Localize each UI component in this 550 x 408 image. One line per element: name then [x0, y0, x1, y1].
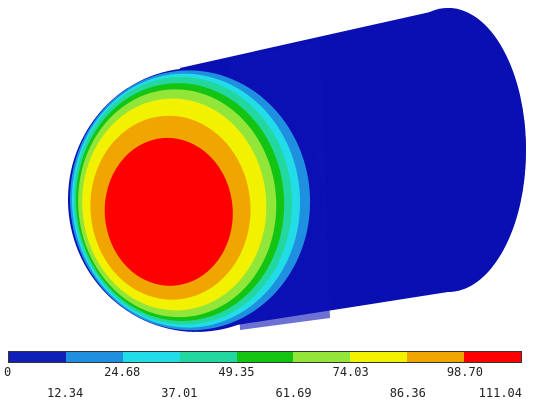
legend-band-6	[293, 352, 351, 362]
front-face-contours	[67, 67, 325, 332]
legend-band-3	[122, 352, 180, 362]
legend-tick-label: 86.36	[389, 386, 426, 400]
legend-colorbar	[8, 351, 522, 363]
legend-tick-label: 24.68	[104, 365, 141, 379]
legend-band-4	[179, 352, 237, 362]
legend-band-9	[464, 352, 522, 362]
legend-band-2	[65, 352, 123, 362]
legend-tick-label: 49.35	[218, 365, 255, 379]
legend-tick-label: 74.03	[332, 365, 369, 379]
legend-tick-label: 12.34	[47, 386, 84, 400]
contour-band-9	[104, 137, 233, 286]
legend-band-7	[350, 352, 408, 362]
legend-tick-label: 61.69	[275, 386, 312, 400]
legend-band-8	[407, 352, 465, 362]
legend-tick-label: 98.70	[446, 365, 483, 379]
legend-tick-label: 37.01	[161, 386, 198, 400]
legend-tick-label: 0	[4, 365, 12, 379]
legend-band-5	[236, 352, 294, 362]
contour-plot	[67, 8, 526, 332]
legend-band-1	[9, 352, 66, 362]
legend-tick-label: 111.04	[478, 386, 522, 400]
color-legend: 0 24.68 49.35 74.03 98.70 12.34 37.01 61.69 86.3…	[0, 345, 550, 408]
